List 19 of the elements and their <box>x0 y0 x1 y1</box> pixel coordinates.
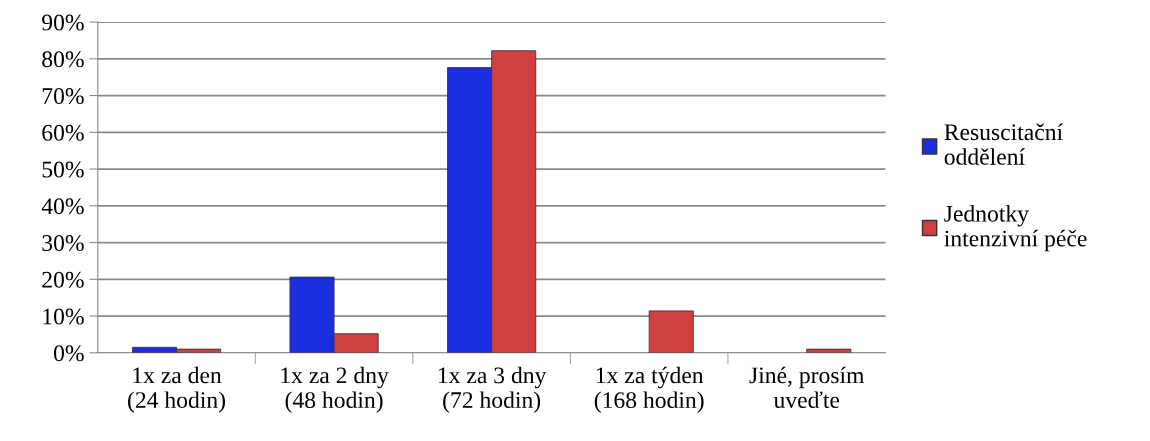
legend-label: Jednotky intenzivní péče <box>944 205 1087 252</box>
y-tick-label: 60% <box>42 124 84 141</box>
y-tick-label: 10% <box>43 308 84 325</box>
legend-label: Resuscitační oddělení <box>944 123 1063 165</box>
x-tick-label: 1x za 3 dny (72 hodin) <box>438 366 547 413</box>
bar <box>806 348 852 353</box>
y-tick-label: 0% <box>53 345 84 362</box>
y-tick-label: 40% <box>41 198 84 215</box>
y-tick-label: 50% <box>42 161 84 178</box>
x-tick-label: 1x za den (24 hodin) <box>128 366 225 413</box>
y-tick-label: 90% <box>42 14 84 31</box>
bar <box>648 310 694 353</box>
x-tick-label: Jiné, prosím uveďte <box>749 366 865 409</box>
x-tick-label: 1x za týden (168 hodin) <box>594 366 704 413</box>
y-tick-label: 30% <box>42 235 84 252</box>
y-tick-label: 70% <box>42 88 84 105</box>
y-tick-label: 80% <box>42 51 84 68</box>
x-tick-label: 1x za 2 dny (48 hodin) <box>281 366 389 413</box>
y-tick-label: 20% <box>42 271 84 288</box>
